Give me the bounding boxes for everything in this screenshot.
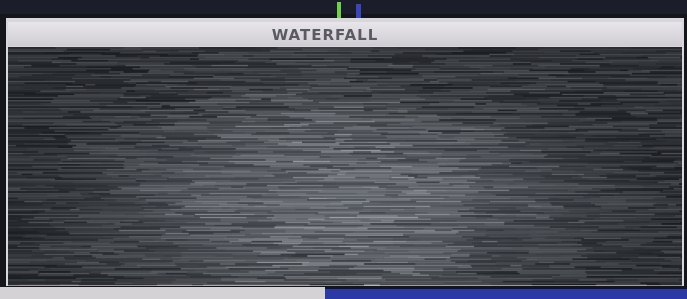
waterfall-glow (8, 47, 682, 285)
bottom-bar-right (325, 289, 687, 299)
waterfall-display: WATERFALL (0, 0, 687, 299)
marker-green (337, 2, 341, 18)
top-bar (0, 0, 687, 14)
bottom-bar-left (0, 287, 325, 299)
screen: WATERFALL (0, 0, 687, 299)
panel-title: WATERFALL (272, 26, 379, 44)
marker-blue (356, 4, 361, 18)
